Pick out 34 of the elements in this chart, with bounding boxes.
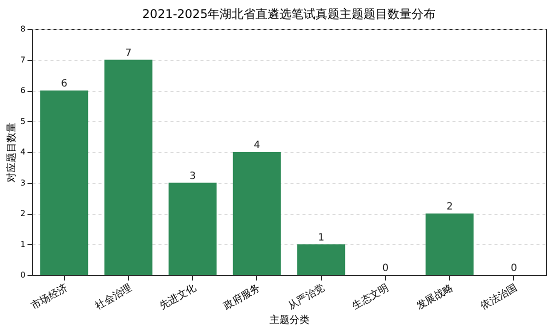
chart-title: 2021-2025年湖北省直遴选笔试真题主题题目数量分布 <box>142 7 436 21</box>
x-axis-title: 主题分类 <box>270 314 310 326</box>
x-tick-label: 市场经济 <box>28 282 70 312</box>
bar <box>40 90 88 275</box>
x-tick-label: 发展战略 <box>414 282 456 312</box>
data-label: 2 <box>446 202 453 212</box>
y-tick-label: 1 <box>20 240 26 249</box>
y-tick-label: 3 <box>20 178 26 188</box>
x-tick-label: 从严治党 <box>286 282 327 312</box>
data-label: 0 <box>382 263 389 274</box>
data-label: 4 <box>254 140 260 151</box>
data-label: 0 <box>510 263 518 274</box>
x-tick-label: 依法治国 <box>478 282 520 312</box>
data-label: 6 <box>60 78 68 90</box>
y-tick-label: 2 <box>20 209 26 218</box>
y-tick-label: 0 <box>20 270 26 280</box>
y-tick-label: 7 <box>20 55 26 64</box>
x-tick-label: 生态文明 <box>350 282 391 312</box>
x-tick-label: 政府服务 <box>222 282 262 312</box>
bar <box>232 152 281 275</box>
x-tick-label: 先进文化 <box>157 282 198 312</box>
bar <box>168 182 217 275</box>
y-tick-label: 4 <box>20 148 26 156</box>
bar <box>297 244 346 275</box>
data-label: 1 <box>318 232 324 244</box>
y-tick-label: 5 <box>20 116 26 126</box>
bar <box>426 214 474 275</box>
data-label: 7 <box>125 48 132 59</box>
x-tick-label: 社会治理 <box>93 282 134 312</box>
y-tick-label: 8 <box>20 24 26 34</box>
bar <box>104 60 152 275</box>
y-tick-label: 6 <box>20 86 26 95</box>
y-axis-title: 对应题目数量 <box>5 122 18 182</box>
data-label: 3 <box>189 170 196 182</box>
